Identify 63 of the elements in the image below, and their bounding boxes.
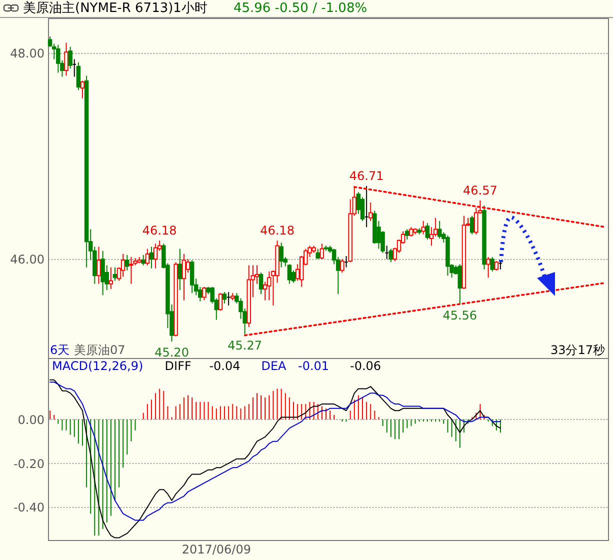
candlestick [129,256,134,284]
candlestick [368,202,373,222]
candlestick [494,260,499,271]
y-tick-label: 48.00 [10,46,44,61]
annotation: 45.56 [442,308,478,322]
candlestick [316,248,320,260]
chart-subtitle: 45.96 -0.50 / -1.08% [233,1,368,16]
candlestick [153,243,158,269]
candlestick [80,80,85,99]
annotation: 美原油07 [74,343,126,357]
candlestick [421,220,426,235]
candlestick [437,220,442,239]
candlestick [279,242,284,268]
candlestick [470,215,474,235]
annotation: 46.18 [142,224,177,238]
annotation: 46.57 [462,183,498,198]
candlestick [120,253,126,278]
y-tick-label: 0.00 [18,412,44,427]
candlestick [388,248,394,263]
chart-title: MACD(12,26,9) [52,359,144,373]
candlestick [486,256,490,278]
candlestick [112,266,118,282]
candlestick [258,272,264,295]
annotation: 45.27 [228,338,262,352]
y-tick-label: -0.40 [13,500,44,515]
candlestick [68,46,72,69]
candlestick [141,254,146,266]
candlestick [425,222,430,240]
candlestick [76,62,81,91]
x-tick-label: 2017/06/09 [182,542,251,556]
candlestick [222,292,227,304]
candlestick [178,248,182,290]
annotation: -0.04 [209,359,240,373]
candlestick [108,266,114,290]
candlestick [182,253,186,301]
candlestick [96,246,101,284]
candlestick [320,243,324,260]
candlestick [64,42,68,76]
candlestick [340,258,344,273]
annotation: -0.01 [298,359,330,373]
candlestick [458,264,462,305]
candlestick [125,254,130,271]
text: DEA [261,359,288,373]
text: DIFF [164,359,192,373]
annotation: 45.20 [154,346,189,360]
candlestick [405,228,410,240]
y-tick-label: 46.00 [10,252,44,267]
candlestick [218,292,223,312]
candlestick [145,248,150,266]
candlestick [490,256,494,272]
y-tick-label: -0.20 [13,456,44,471]
annotation: -0.06 [350,359,382,373]
annotation: 46.71 [349,168,384,183]
candlestick [202,286,206,301]
annotation: 46.18 [260,224,294,238]
chart-title: 美原油主(NYME-R 6713)1小时 [23,1,208,16]
candlestick [190,260,194,294]
candlestick [409,226,414,237]
candlestick [100,250,105,296]
candlestick [149,246,154,269]
candlestick [56,44,60,74]
annotation: 33分17秒 [550,343,605,357]
annotation: 6天 [50,343,70,357]
